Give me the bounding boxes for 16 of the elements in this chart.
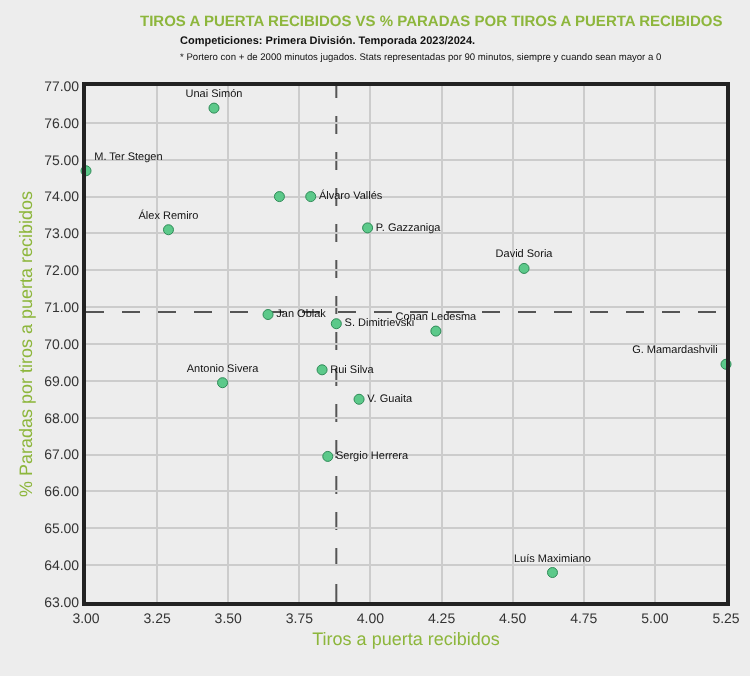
- x-axis-title: Tiros a puerta recibidos: [312, 629, 501, 650]
- y-axis-title: % Paradas por tiros a puerta recibidos: [15, 189, 36, 498]
- point: [305, 191, 317, 203]
- point: [430, 325, 442, 337]
- point: [362, 222, 374, 234]
- point: [208, 102, 220, 114]
- point: [322, 450, 334, 462]
- point: [316, 364, 328, 376]
- point: [273, 191, 285, 203]
- point: [330, 318, 342, 330]
- point: [518, 262, 530, 274]
- point: [217, 377, 229, 389]
- point: [162, 224, 174, 236]
- point: [262, 309, 274, 321]
- point: [546, 567, 558, 579]
- point: [353, 393, 365, 405]
